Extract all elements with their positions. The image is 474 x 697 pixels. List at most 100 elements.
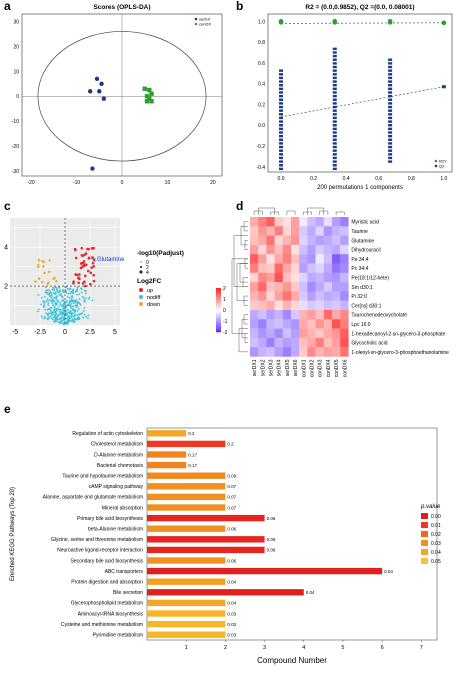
chart-c-point-nodiff xyxy=(41,317,44,319)
chart-d-cell xyxy=(307,226,316,236)
chart-d-cell xyxy=(340,272,349,283)
chart-d-scale-swatch xyxy=(216,299,221,301)
chart-c-point-down xyxy=(48,259,51,262)
chart-b-q2-point xyxy=(332,87,337,91)
chart-c-point-nodiff xyxy=(55,286,58,289)
chart-b-q2-point xyxy=(388,91,393,94)
chart-d-col-label: serDX3 xyxy=(269,359,275,376)
chart-c-point-down xyxy=(34,280,37,283)
chart-a-xtick: -20 xyxy=(27,180,34,186)
chart-c-point-nodiff xyxy=(54,319,57,322)
chart-b-q2-point xyxy=(332,167,337,171)
chart-d-cell xyxy=(323,235,333,246)
chart-c-point-nodiff xyxy=(72,302,75,305)
chart-b-ytick: 0.8 xyxy=(258,40,265,46)
chart-c-point-nodiff xyxy=(38,308,40,311)
chart-d-cell xyxy=(274,254,283,264)
chart-d-cell xyxy=(258,244,267,255)
chart-d-cell xyxy=(258,310,267,320)
chart-a-point-serDX xyxy=(90,166,95,171)
chart-c-point-up xyxy=(84,284,87,288)
chart-e-category-label: Secondary bile acid biosynthesis xyxy=(70,558,143,564)
chart-b-q2-point xyxy=(332,124,337,127)
chart-b-q2-point xyxy=(279,153,284,156)
chart-b-q2-point xyxy=(279,134,284,138)
chart-c-point-nodiff xyxy=(67,303,70,305)
chart-d-cell xyxy=(332,226,341,236)
chart-d-cell xyxy=(274,337,283,348)
chart-d-cell xyxy=(315,282,324,292)
chart-e-bar xyxy=(147,514,265,522)
chart-e-ylabel: Enriched KEGG Pathways (Top 20) xyxy=(10,487,16,581)
chart-c-point-nodiff xyxy=(46,291,48,294)
chart-d-cell xyxy=(323,217,333,227)
chart-b-q2-point xyxy=(388,124,393,127)
chart-b-q2-point xyxy=(388,145,393,149)
chart-c-size-label: 0 xyxy=(146,260,149,266)
chart-e-bar-label: 0.03 xyxy=(227,633,236,638)
chart-d-cell xyxy=(340,319,349,329)
chart-c-point-nodiff xyxy=(61,316,63,318)
chart-b-q2-point xyxy=(388,65,393,69)
chart-d-cell xyxy=(315,244,324,255)
chart-c-point-nodiff xyxy=(68,317,71,320)
chart-d-cell xyxy=(299,347,308,357)
chart-d-cell xyxy=(323,310,333,320)
chart-d-cell xyxy=(282,347,292,357)
chart-b-q2-point xyxy=(388,134,393,138)
chart-c-color-label: down xyxy=(147,302,160,308)
chart-d-cell xyxy=(299,263,308,273)
chart-c-annotation: Glutamine xyxy=(97,257,125,263)
chart-b-q2-point xyxy=(279,124,284,127)
chart-d-cell xyxy=(250,347,259,357)
chart-c-point-nodiff xyxy=(46,313,49,316)
chart-e-category-label: Cysteine and methionine metabolism xyxy=(61,622,143,628)
chart-b-xlabel: 200 permutations 1 components xyxy=(317,185,403,191)
chart-d-cell xyxy=(250,337,259,348)
chart-d-cell xyxy=(332,244,341,255)
chart-d-cell xyxy=(323,263,333,273)
chart-c-point-nodiff xyxy=(59,301,62,304)
chart-e-bar xyxy=(147,461,187,469)
chart-a-point-conDX xyxy=(144,94,150,99)
chart-e-legend-swatch xyxy=(421,522,428,528)
chart-d-scale-swatch xyxy=(216,291,221,293)
chart-c-point-nodiff xyxy=(60,293,62,295)
chart-c-point-nodiff xyxy=(49,315,51,318)
chart-c-point-nodiff xyxy=(70,290,73,293)
chart-d-cell xyxy=(315,300,324,311)
chart-d-cell xyxy=(291,235,300,246)
chart-d-cell xyxy=(258,337,267,348)
chart-d-cell xyxy=(340,226,349,236)
chart-d-cell xyxy=(315,254,324,264)
chart-d-cell xyxy=(332,263,341,273)
chart-c-size-label: 2 xyxy=(146,265,149,271)
chart-e-bar-label: 0.06 xyxy=(227,527,236,532)
chart-e-bar xyxy=(147,504,226,511)
chart-d-cell xyxy=(291,319,300,329)
chart-d-scale-swatch xyxy=(216,310,221,312)
chart-d-cell xyxy=(266,244,275,255)
chart-e-bar-label: 0.17 xyxy=(188,463,197,468)
chart-d-cell xyxy=(315,226,324,236)
chart-b-legend-marker xyxy=(434,164,438,168)
chart-c-point-nodiff xyxy=(63,313,66,316)
chart-d-cell xyxy=(291,347,300,357)
chart-b-q2-point xyxy=(332,120,337,123)
chart-d-cell xyxy=(315,217,324,227)
chart-c-point-down xyxy=(43,271,46,275)
chart-b-xtick: 0.0 xyxy=(278,176,285,182)
chart-d-cell xyxy=(332,254,341,264)
chart-b-xtick: 0.8 xyxy=(408,176,415,182)
chart-d-scale-swatch xyxy=(216,326,221,328)
chart-b-q2-point xyxy=(332,153,337,156)
chart-c-point-nodiff xyxy=(72,289,74,292)
chart-d-cell xyxy=(250,319,259,329)
chart-d-cell xyxy=(340,244,349,255)
chart-c-point-nodiff xyxy=(76,302,79,305)
chart-c-point-down xyxy=(37,277,41,281)
chart-b-q2-point xyxy=(279,131,284,134)
chart-b-q2-point xyxy=(332,127,337,131)
chart-c-point-nodiff xyxy=(65,300,68,302)
chart-b-q2-point xyxy=(332,138,337,141)
